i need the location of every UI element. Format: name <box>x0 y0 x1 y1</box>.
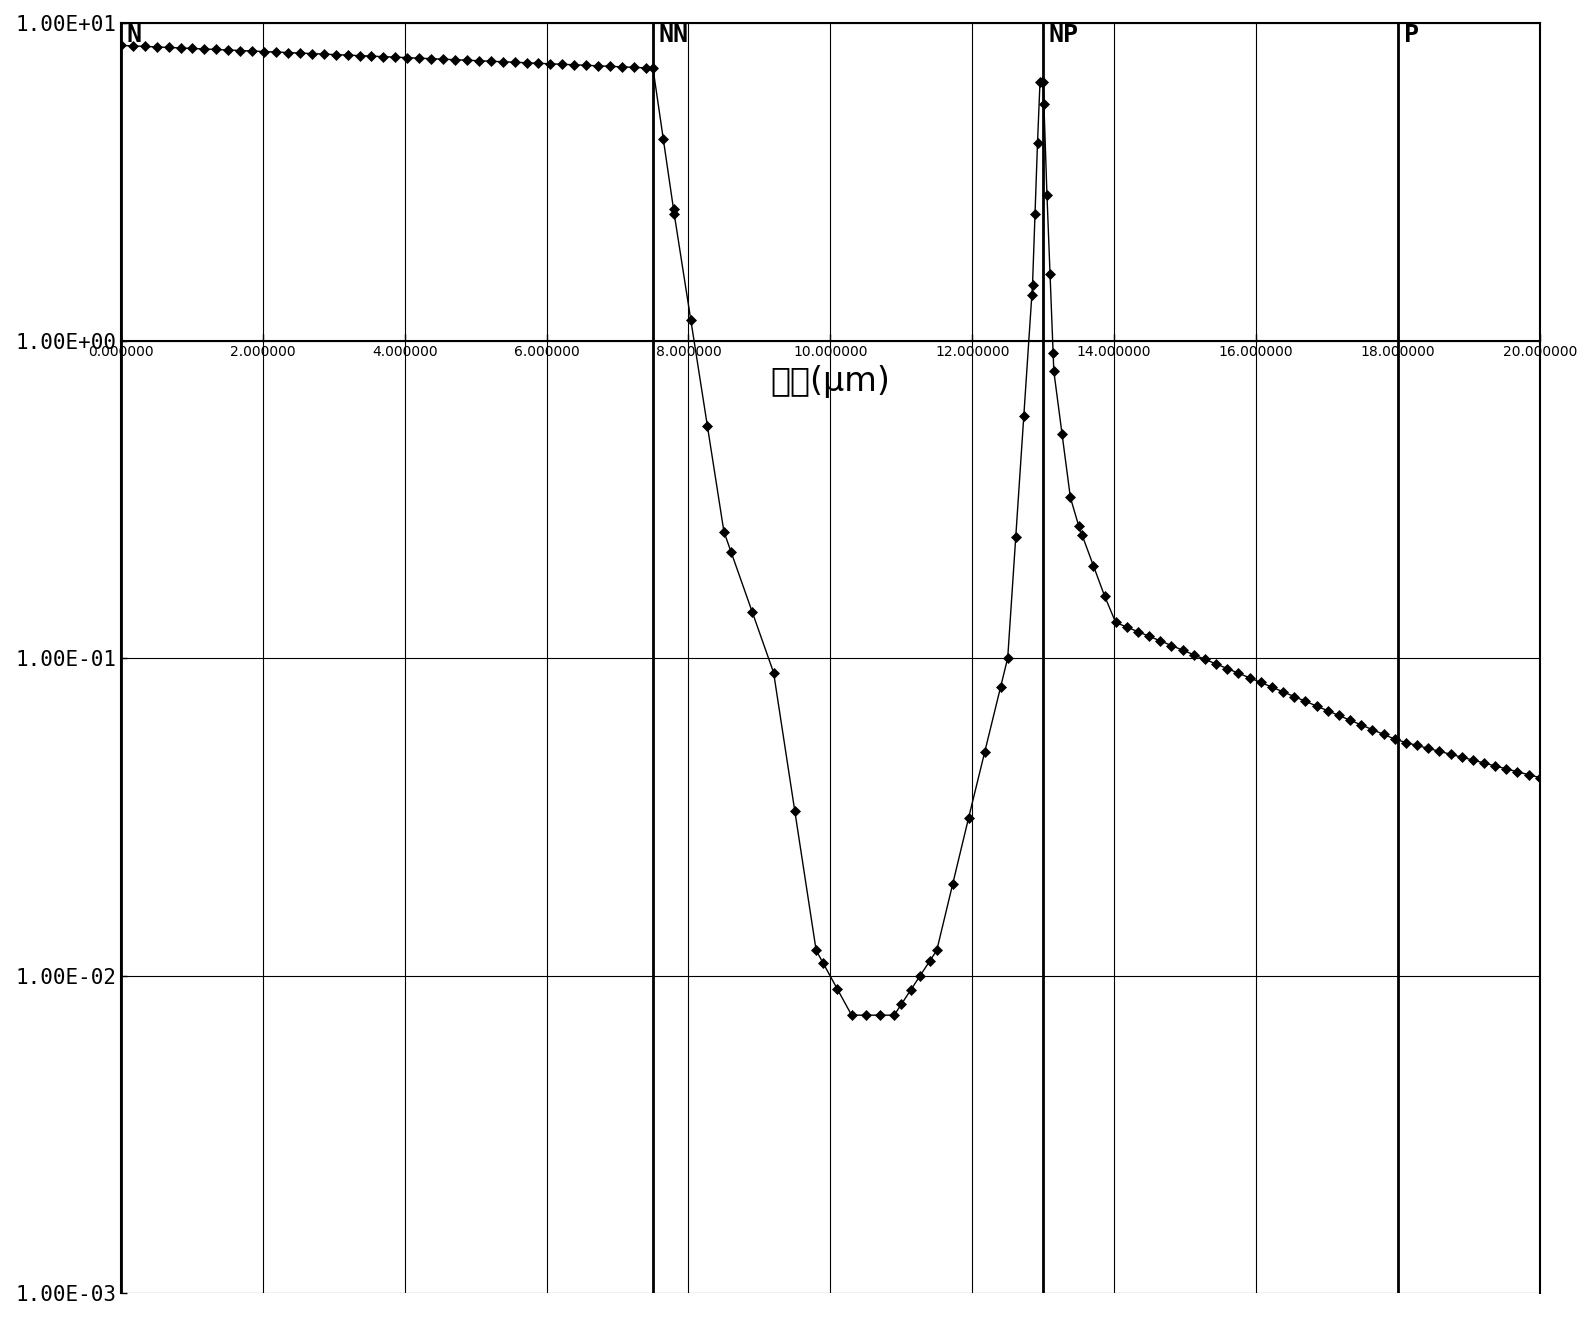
X-axis label: 深度(μm): 深度(μm) <box>771 364 890 397</box>
Text: NP: NP <box>1049 22 1079 48</box>
Text: P: P <box>1404 22 1418 48</box>
Text: NN: NN <box>659 22 689 48</box>
Text: N: N <box>126 22 142 48</box>
